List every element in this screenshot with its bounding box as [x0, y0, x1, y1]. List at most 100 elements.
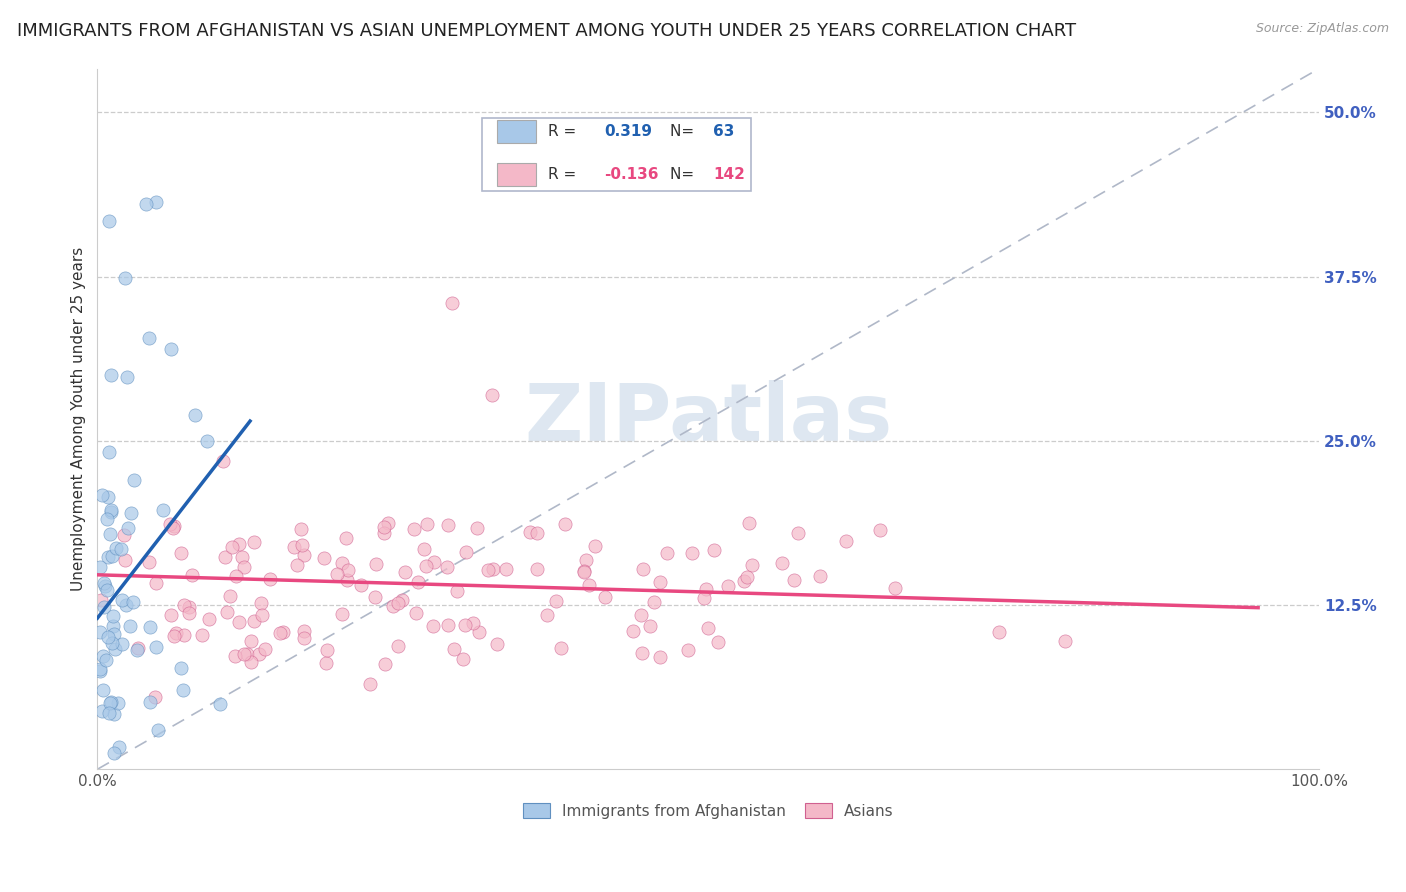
- Point: [292, 631, 315, 645]
- Point: [100, 502, 122, 516]
- Point: [159, 517, 181, 532]
- Point: [184, 408, 207, 422]
- Point: [114, 598, 136, 612]
- Point: [145, 194, 167, 209]
- Point: [359, 677, 381, 691]
- Point: [180, 568, 202, 582]
- Point: [224, 649, 246, 664]
- Point: [98, 697, 121, 711]
- Point: [373, 525, 395, 540]
- Point: [231, 549, 253, 564]
- Point: [422, 619, 444, 633]
- Point: [177, 606, 200, 620]
- Point: [292, 624, 315, 638]
- Point: [443, 642, 465, 657]
- Point: [454, 618, 477, 632]
- Point: [97, 549, 120, 564]
- Point: [717, 579, 740, 593]
- Point: [437, 618, 460, 632]
- Point: [364, 558, 387, 572]
- Point: [118, 619, 141, 633]
- Point: [195, 434, 218, 448]
- Point: [394, 566, 416, 580]
- Point: [93, 575, 115, 590]
- Point: [416, 516, 439, 531]
- Point: [100, 695, 122, 709]
- Point: [89, 560, 111, 574]
- Point: [336, 573, 359, 587]
- Point: [96, 490, 118, 504]
- Point: [633, 562, 655, 576]
- Point: [122, 595, 145, 609]
- Point: [90, 488, 112, 502]
- Point: [316, 643, 339, 657]
- Point: [350, 577, 373, 591]
- Text: R =: R =: [548, 167, 581, 182]
- Point: [240, 655, 263, 669]
- Point: [377, 516, 399, 530]
- Point: [89, 664, 111, 678]
- Point: [271, 624, 294, 639]
- Point: [437, 518, 460, 533]
- Point: [477, 563, 499, 577]
- Point: [108, 739, 131, 754]
- FancyBboxPatch shape: [496, 120, 536, 143]
- Point: [110, 542, 132, 557]
- Text: -0.136: -0.136: [605, 167, 659, 182]
- Point: [381, 599, 404, 614]
- Point: [98, 527, 121, 541]
- Point: [221, 540, 243, 554]
- Point: [387, 640, 409, 654]
- Text: R =: R =: [548, 124, 581, 139]
- Point: [232, 560, 254, 574]
- Text: N=: N=: [671, 167, 699, 182]
- Point: [101, 636, 124, 650]
- Point: [391, 592, 413, 607]
- Point: [554, 516, 576, 531]
- Point: [363, 590, 385, 604]
- Point: [572, 564, 595, 578]
- FancyBboxPatch shape: [496, 163, 536, 186]
- Point: [100, 549, 122, 563]
- Point: [332, 607, 354, 622]
- Point: [138, 555, 160, 569]
- Point: [446, 583, 468, 598]
- Point: [707, 635, 730, 649]
- Text: IMMIGRANTS FROM AFGHANISTAN VS ASIAN UNEMPLOYMENT AMONG YOUTH UNDER 25 YEARS COR: IMMIGRANTS FROM AFGHANISTAN VS ASIAN UNE…: [17, 22, 1076, 40]
- Point: [127, 642, 149, 657]
- Point: [770, 556, 793, 570]
- Point: [465, 521, 488, 535]
- Point: [96, 512, 118, 526]
- Point: [104, 642, 127, 657]
- Point: [423, 555, 446, 569]
- Point: [285, 558, 308, 573]
- Point: [170, 661, 193, 675]
- Point: [544, 594, 567, 608]
- Point: [100, 505, 122, 519]
- Point: [650, 650, 672, 665]
- Text: N=: N=: [671, 124, 699, 139]
- Point: [91, 704, 114, 718]
- Point: [89, 663, 111, 677]
- Point: [733, 574, 755, 588]
- Point: [127, 640, 149, 655]
- Point: [165, 626, 187, 640]
- Point: [783, 573, 806, 587]
- Point: [162, 521, 184, 535]
- Point: [374, 657, 396, 671]
- Point: [335, 532, 357, 546]
- Point: [291, 538, 314, 552]
- Point: [326, 566, 349, 581]
- Point: [250, 607, 273, 622]
- Point: [808, 569, 831, 583]
- Point: [212, 453, 235, 467]
- Point: [122, 473, 145, 487]
- Point: [139, 620, 162, 634]
- Point: [138, 331, 160, 345]
- Point: [101, 619, 124, 633]
- Point: [678, 642, 700, 657]
- Point: [436, 559, 458, 574]
- Point: [643, 595, 665, 609]
- Point: [117, 521, 139, 535]
- Text: Source: ZipAtlas.com: Source: ZipAtlas.com: [1256, 22, 1389, 36]
